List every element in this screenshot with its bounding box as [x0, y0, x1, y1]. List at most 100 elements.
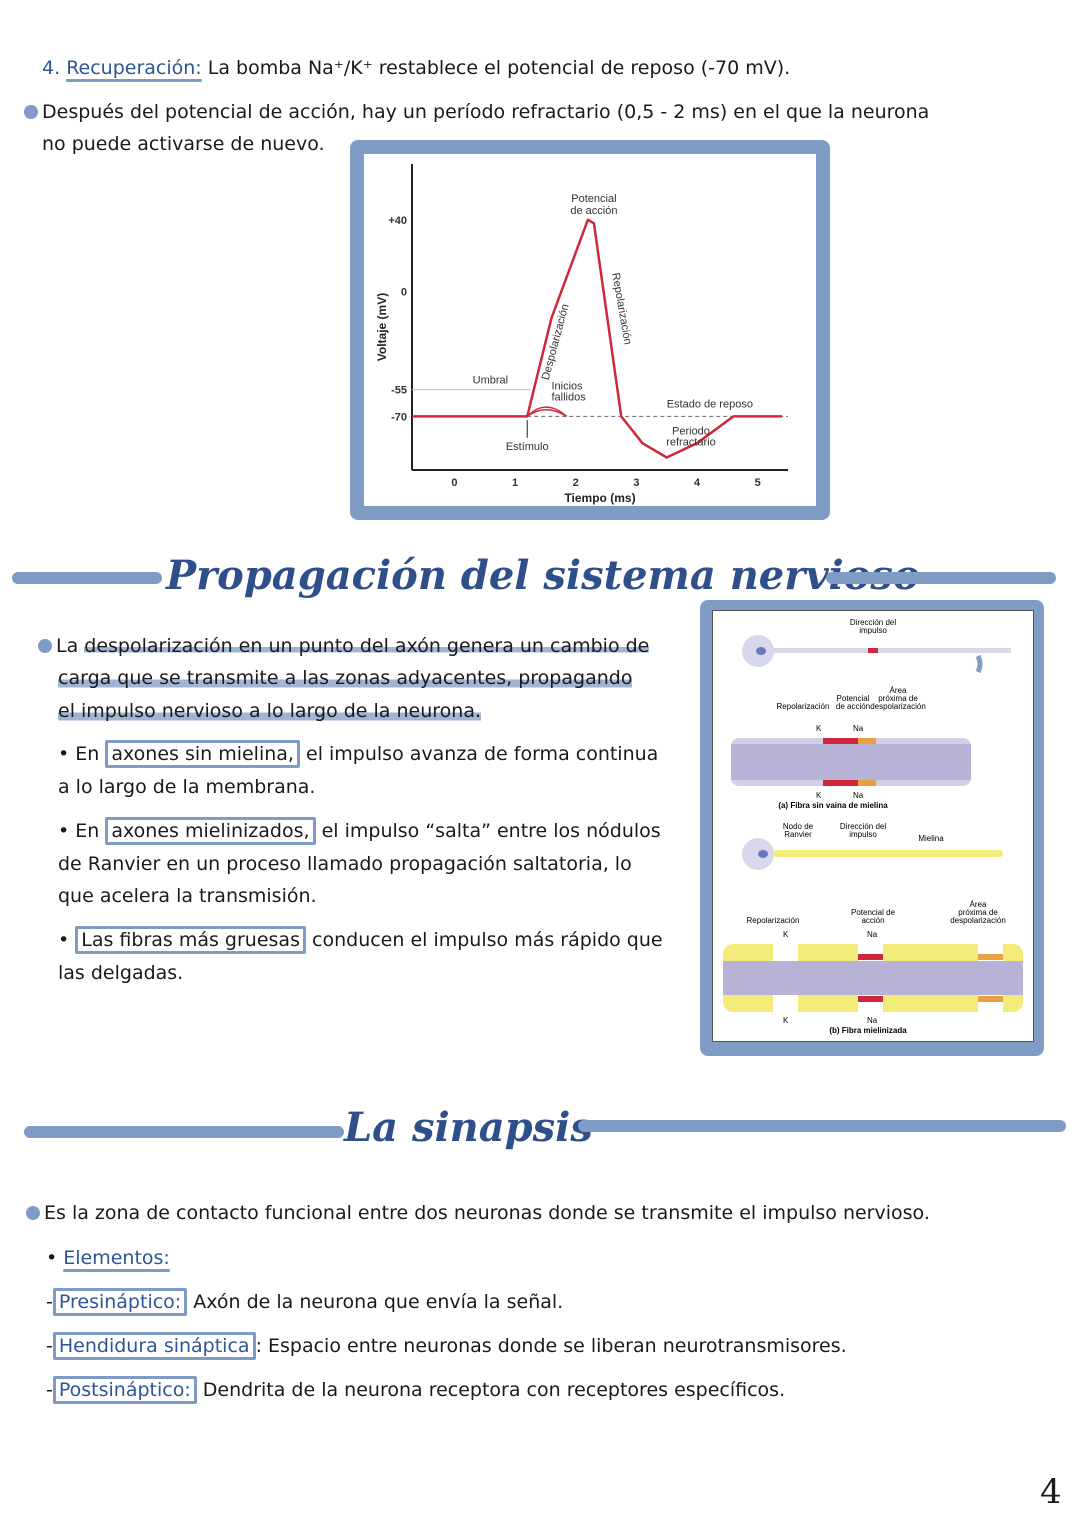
- elements-label: Elementos:: [63, 1247, 170, 1269]
- boxed-term: axones sin mielina,: [105, 740, 300, 768]
- x-tick-label: 0: [451, 477, 457, 489]
- text: : Espacio entre neuronas donde se libera…: [255, 1335, 847, 1357]
- boxed-term: Las fibras más gruesas: [75, 926, 306, 954]
- recovery-step: 4. Recuperación: La bomba Na⁺/K⁺ restabl…: [42, 52, 790, 84]
- propagation-paragraph-l2: carga que se transmite a las zonas adyac…: [58, 662, 633, 694]
- synapse-intro: Es la zona de contacto funcional entre d…: [26, 1197, 930, 1229]
- boxed-term: Postsináptico:: [52, 1376, 197, 1404]
- y-axis-label: Voltaje (mV): [375, 293, 389, 361]
- annotation-failed-starts: fallidos: [551, 392, 586, 404]
- label: Repolarización: [747, 916, 800, 925]
- text: Es la zona de contacto funcional entre d…: [44, 1202, 930, 1224]
- bullet-dot: [26, 1206, 40, 1220]
- text: conducen el impulso más rápido que: [305, 929, 663, 951]
- failed-start-curve: [526, 406, 568, 417]
- bullet-unmyelinated-l2: a lo largo de la membrana.: [58, 776, 316, 798]
- label: Repolarización: [777, 702, 830, 711]
- label: Na: [867, 1016, 878, 1025]
- axon-unmyelinated-section: [731, 738, 971, 786]
- text: • En: [58, 743, 106, 765]
- action-potential-line: [412, 218, 782, 459]
- label: K: [783, 1016, 789, 1025]
- y-tick-label: +40: [388, 215, 407, 227]
- label: Dirección del: [850, 618, 896, 627]
- action-potential-chart: 0 1 2 3 4 5 +40 0 -55 -70 Tiempo (ms) Voltaje (mV) P…: [375, 164, 788, 505]
- x-tick-label: 5: [755, 477, 761, 489]
- caption-b: (b) Fibra mielinizada: [829, 1026, 907, 1035]
- text: Después del potencial de acción, hay un …: [42, 101, 930, 123]
- synapse-item: - Postsináptico: Dendrita de la neurona r…: [46, 1374, 785, 1406]
- label: impulso: [849, 830, 877, 839]
- divider-bar: [12, 572, 162, 584]
- y-tick-label: -70: [391, 411, 407, 423]
- label: de acción: [836, 702, 870, 711]
- caption-a: (a) Fibra sin vaina de mielina: [778, 801, 888, 810]
- label: K: [816, 724, 822, 733]
- annotation-rest: Estado de reposo: [667, 398, 753, 410]
- propagation-paragraph-l1: La despolarización en un punto del axón …: [38, 630, 650, 662]
- bullet-dot: [38, 639, 52, 653]
- text: • En: [58, 820, 106, 842]
- refractory-line-2: no puede activarse de nuevo.: [42, 133, 325, 155]
- label: Na: [867, 930, 878, 939]
- label: Área: [890, 686, 907, 695]
- bullet-myelinated-l2: de Ranvier en un proceso llamado propaga…: [58, 853, 632, 875]
- propagation-paragraph-l3: el impulso nervioso a lo largo de la neu…: [58, 695, 482, 727]
- label: Ranvier: [784, 830, 812, 839]
- elements-heading: • Elementos:: [46, 1247, 170, 1269]
- annotation-refractory: refractario: [666, 436, 716, 448]
- bullet-thick-fibers-l2: las delgadas.: [58, 962, 184, 984]
- highlighted-text: despolarización en un punto del axón gen…: [84, 635, 650, 657]
- step-text: La bomba Na⁺/K⁺ restablece el potencial …: [207, 57, 791, 79]
- label: próxima de: [958, 908, 998, 917]
- step-number: 4.: [42, 57, 61, 79]
- neuron-myelinated: [742, 838, 1003, 870]
- text: La: [56, 635, 85, 657]
- boxed-term: axones mielinizados,: [105, 817, 316, 845]
- label: despolarización: [870, 702, 926, 711]
- text: Axón de la neurona que envía la señal.: [187, 1291, 564, 1313]
- label: K: [816, 791, 822, 800]
- propagation-diagram: Dirección del impulso Repolarización Pot…: [723, 618, 1023, 1035]
- boxed-term: Hendidura sináptica: [52, 1332, 256, 1360]
- label: Na: [853, 724, 864, 733]
- bullet-dot: [24, 105, 38, 119]
- text: el impulso avanza de forma continua: [299, 743, 659, 765]
- label: Nodo de: [783, 822, 814, 831]
- label: acción: [861, 916, 884, 925]
- x-axis-label: Tiempo (ms): [564, 491, 635, 505]
- label: Potencial de: [851, 908, 896, 917]
- bullet-unmyelinated: • En axones sin mielina, el impulso avan…: [58, 738, 658, 770]
- action-potential-chart-frame: 0 1 2 3 4 5 +40 0 -55 -70 Tiempo (ms) Voltaje (mV) P…: [350, 140, 830, 520]
- y-tick-label: -55: [391, 385, 407, 397]
- annotation-peak: Potencial: [571, 193, 616, 205]
- text: Dendrita de la neurona receptora con rec…: [196, 1379, 786, 1401]
- x-tick-label: 2: [573, 477, 579, 489]
- bullet-thick-fibers: • Las fibras más gruesas conducen el imp…: [58, 924, 663, 956]
- step-label: Recuperación:: [66, 57, 202, 79]
- neuron-unmyelinated: [742, 635, 1011, 674]
- y-tick-label: 0: [401, 286, 407, 298]
- label: Na: [853, 791, 864, 800]
- boxed-term: Presináptico:: [52, 1288, 188, 1316]
- divider-bar: [24, 1126, 344, 1138]
- label: impulso: [859, 626, 887, 635]
- annotation-threshold: Umbral: [473, 375, 508, 387]
- synapse-item: - Presináptico: Axón de la neurona que en…: [46, 1286, 563, 1318]
- x-tick-label: 3: [633, 477, 639, 489]
- label: despolarización: [950, 916, 1006, 925]
- x-tick-label: 4: [694, 477, 701, 489]
- divider-bar: [578, 1120, 1066, 1132]
- bullet-myelinated: • En axones mielinizados, el impulso “sa…: [58, 815, 661, 847]
- annotation-failed-starts: Inicios: [551, 381, 583, 393]
- refractory-line-1: Después del potencial de acción, hay un …: [24, 96, 929, 128]
- axon-myelinated-section: [723, 944, 1023, 1012]
- annotation-refractory: Periodo: [672, 425, 710, 437]
- label: Dirección del: [840, 822, 886, 831]
- annotation-stimulus: Estímulo: [506, 441, 549, 453]
- x-tick-label: 1: [512, 477, 518, 489]
- label: Mielina: [918, 834, 944, 843]
- page-number: 4: [1040, 1472, 1062, 1512]
- label: próxima de: [878, 694, 918, 703]
